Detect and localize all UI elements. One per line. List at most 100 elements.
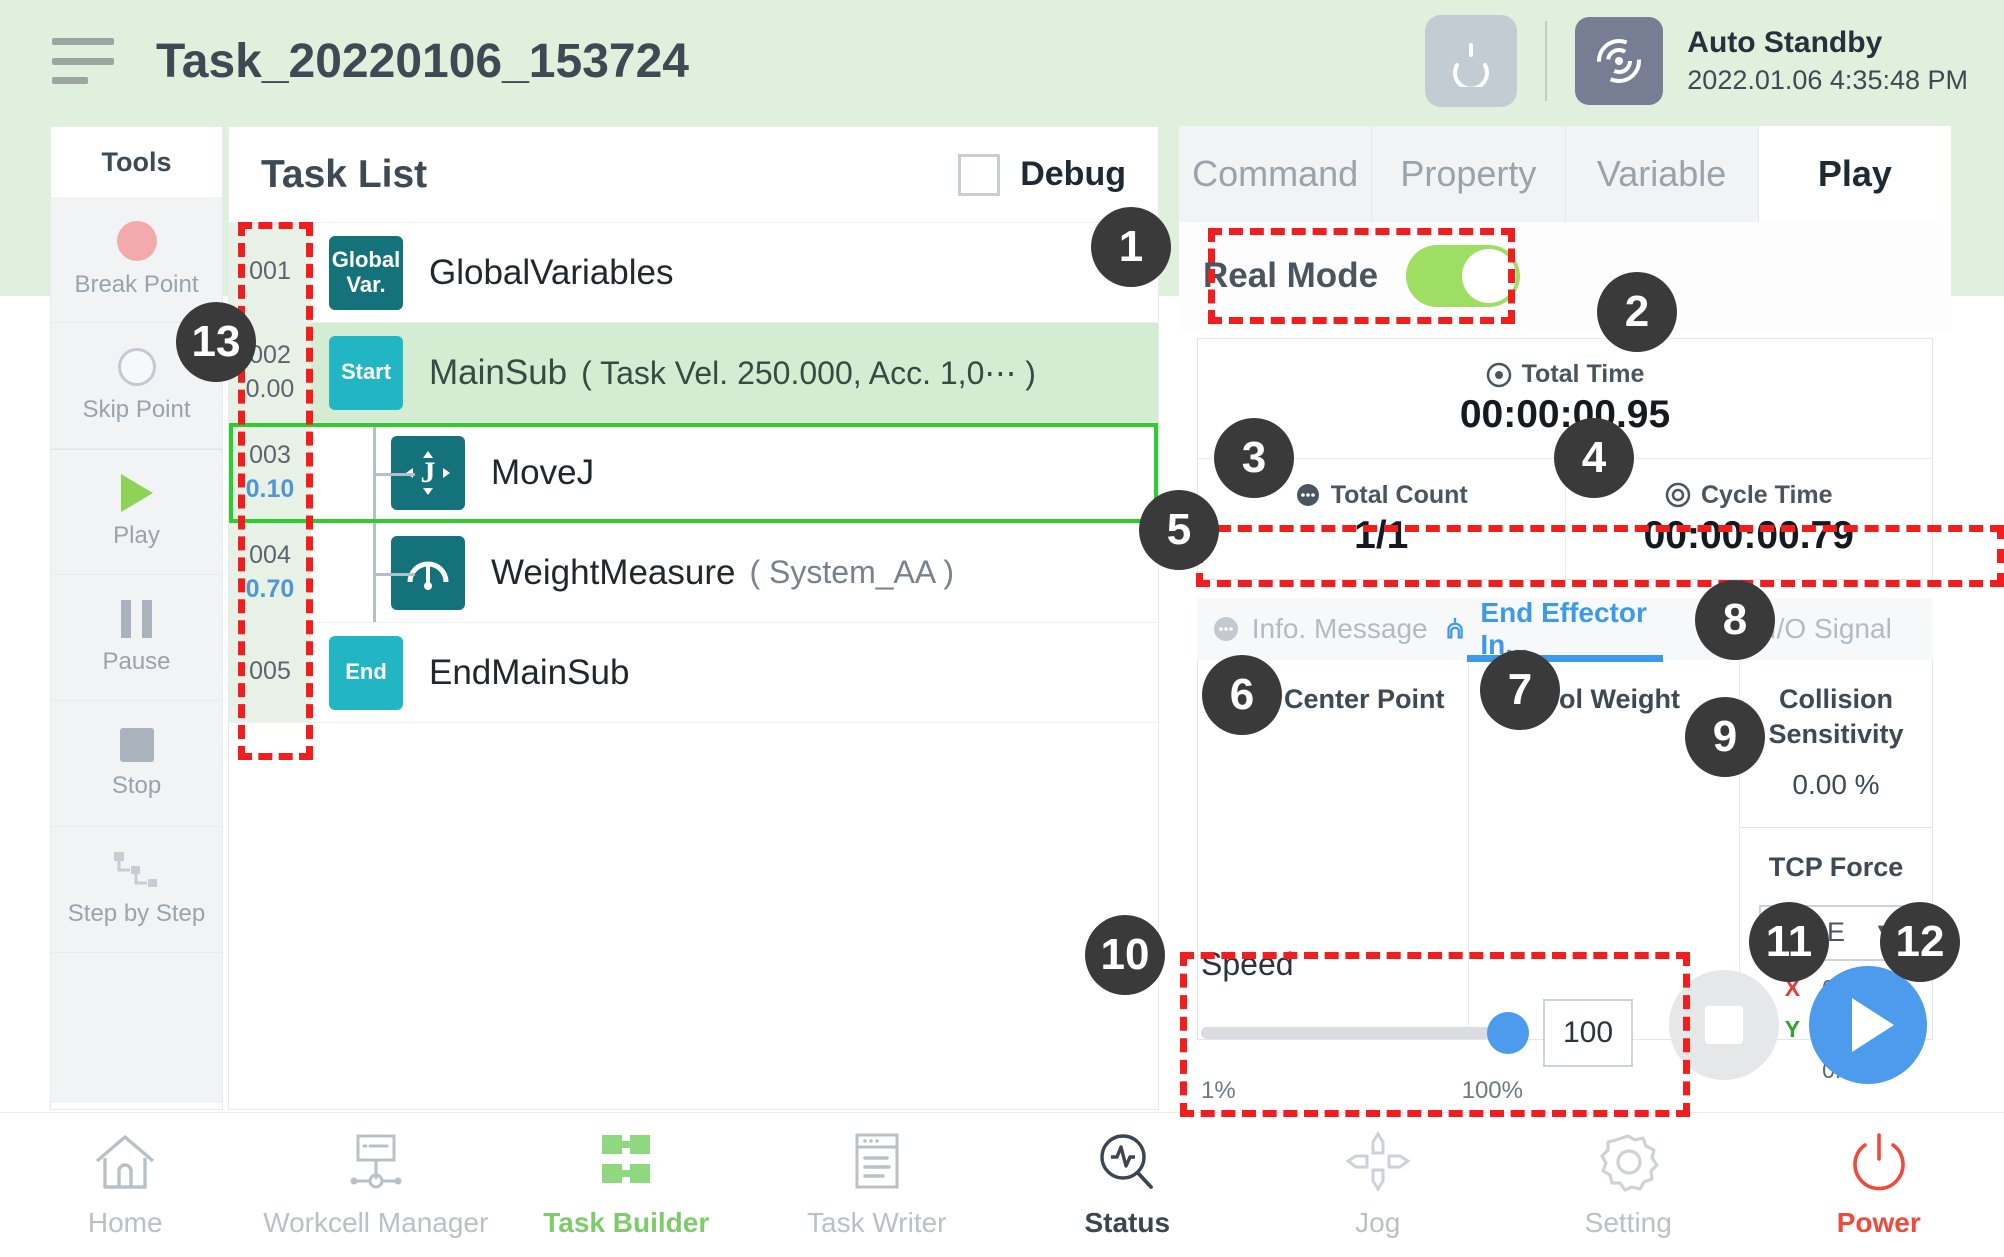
tool-pause[interactable]: Pause [51,575,222,701]
cycle-icon [1665,482,1691,508]
stop-icon [1705,1006,1743,1044]
nav-task-writer[interactable]: Task Writer [752,1131,1003,1239]
stop-button[interactable] [1669,970,1779,1080]
speed-label: Speed [1201,945,1294,982]
task-list-panel: Task List Debug 001 Global Var. GlobalVa… [228,126,1159,1110]
tools-filler [51,953,222,1103]
row-body: Global Var. GlobalVariables [311,223,1158,322]
row-gutter: 001 [229,223,311,322]
nav-workcell-manager[interactable]: Workcell Manager [251,1131,502,1239]
badge-line-1: Global [331,246,401,272]
annotation-badge: 8 [1695,580,1775,660]
row-gutter: 004 0.70 [229,523,311,622]
total-count-label: Total Count [1330,480,1468,509]
subtab-info-message[interactable]: Info. Message [1197,598,1442,660]
subtab-io-signal[interactable]: I/O Signal [1688,598,1933,660]
table-row[interactable]: 003 0.10 J [229,423,1158,523]
command-arg: ( System_AA ) [749,554,954,590]
tool-stop[interactable]: Stop [51,701,222,827]
annotation-badge: 5 [1139,490,1219,570]
real-mode-toggle[interactable] [1406,245,1521,307]
row-body: Start MainSub ( Task Vel. 250.000, Acc. … [311,323,1158,422]
speed-input[interactable]: 100 [1543,998,1633,1067]
play-icon [120,474,153,512]
annotation-badge: 6 [1202,655,1282,735]
annotation-badge: 4 [1554,418,1634,498]
collision-sensitivity-value: 0.00 % [1792,769,1880,801]
table-row[interactable]: 001 Global Var. GlobalVariables [229,223,1158,323]
subtab-label: Info. Message [1251,613,1428,644]
table-row[interactable]: 004 0.70 WeightMeasure ( S [229,523,1158,623]
debug-checkbox[interactable] [958,153,1001,196]
hamburger-icon[interactable] [52,38,114,84]
divider [1740,827,1932,829]
play-button[interactable] [1809,966,1927,1084]
command-name: MainSub [429,352,568,392]
page-title: Task_20220106_153724 [156,34,689,88]
nav-label: Workcell Manager [263,1207,489,1238]
table-row[interactable]: 005 End EndMainSub [229,623,1158,723]
annotation-badge: 1 [1091,207,1171,287]
top-bar: Task_20220106_153724 Auto Standby 2022.0… [0,0,2004,122]
tab-variable[interactable]: Variable [1565,126,1759,222]
subtab-end-effector[interactable]: End Effector In... [1442,597,1687,662]
annotation-badge: 11 [1749,902,1829,982]
task-builder-icon [602,1135,651,1183]
row-number: 005 [249,656,291,685]
sub-tabs: Info. Message End Effector In... I/O Sig… [1197,597,1933,662]
total-count-label-wrap: Total Count [1295,481,1468,510]
row-body: WeightMeasure ( System_AA ) [311,523,1158,622]
nav-label: Setting [1584,1207,1672,1238]
tools-title: Tools [101,146,172,177]
nav-power[interactable]: Power [1754,1131,2004,1239]
tool-skip-point[interactable]: Skip Point [51,323,222,449]
cycle-time-label: Cycle Time [1700,480,1833,509]
refresh-icon[interactable] [1425,15,1518,107]
nav-home[interactable]: Home [0,1131,251,1239]
debug-label: Debug [1020,155,1126,193]
tool-play[interactable]: Play [51,449,222,575]
command-name: EndMainSub [429,652,630,692]
row-number: 002 [249,341,291,370]
clock-icon [1486,362,1511,387]
nav-task-builder[interactable]: Task Builder [501,1131,752,1239]
total-count-cell: Total Count 1/1 [1198,459,1565,579]
debug-toggle[interactable]: Debug [958,153,1126,196]
badge-line-1: Start [340,359,392,385]
start-icon: Start [329,335,403,410]
stop-icon [119,727,154,762]
speed-slider-row: 100 [1201,998,1659,1067]
annotation-badge: 10 [1085,915,1165,995]
tool-step-by-step[interactable]: Step by Step [51,827,222,953]
total-time-label-wrap: Total Time [1486,360,1644,389]
badge-line-2: Var. [346,271,386,297]
nav-jog[interactable]: Jog [1253,1131,1504,1239]
slider-handle[interactable] [1487,1011,1529,1054]
robot-status-icon [1575,17,1664,105]
task-list-title: Task List [261,152,428,196]
tab-play[interactable]: Play [1758,126,1951,222]
subtab-label: I/O Signal [1768,613,1892,644]
play-icon [1852,998,1894,1052]
speed-slider[interactable] [1201,1011,1529,1054]
tab-command[interactable]: Command [1179,126,1373,222]
top-bar-right: Auto Standby 2022.01.06 4:35:48 PM [1425,0,1968,122]
task-writer-icon [855,1133,899,1189]
home-icon [96,1135,155,1189]
nav-label: Power [1836,1207,1921,1238]
command-name: GlobalVariables [429,252,674,292]
nav-setting[interactable]: Setting [1503,1131,1754,1239]
tool-label: Step by Step [67,899,206,927]
row-body: End EndMainSub [311,623,1158,722]
total-count-value: 1/1 [1354,513,1409,557]
axis-label-y: Y [1784,1015,1801,1042]
status-timestamp: 2022.01.06 4:35:48 PM [1687,65,1968,96]
movej-icon: J [391,435,465,510]
nav-status[interactable]: Status [1002,1131,1253,1239]
row-gutter: 005 [229,623,311,722]
table-row[interactable]: 002 0.00 Start MainSub ( Task Vel. 250.0… [229,323,1158,423]
pause-icon [121,599,152,638]
tab-property[interactable]: Property [1372,126,1566,222]
annotation-badge: 12 [1880,902,1960,982]
tool-break-point[interactable]: Break Point [51,197,222,323]
